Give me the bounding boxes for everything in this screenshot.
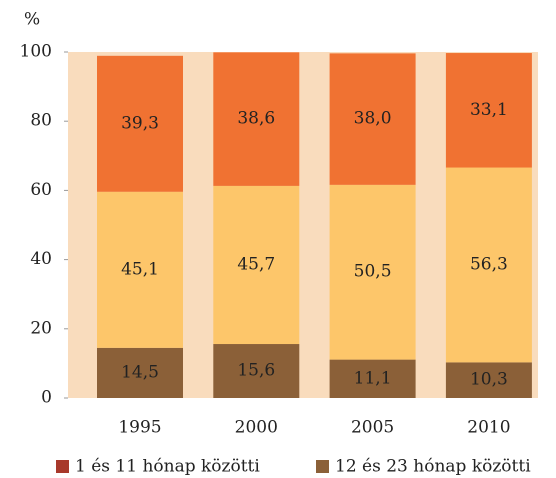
data-label: 45,7	[237, 254, 275, 274]
bar-segment	[329, 184, 416, 360]
bar-segment	[213, 344, 300, 398]
data-label: 15,6	[237, 361, 275, 381]
bar-segment	[329, 359, 416, 398]
bar-segment	[445, 362, 532, 398]
legend-label: 12 és 23 hónap közötti	[335, 457, 531, 477]
bar-segment	[213, 185, 300, 345]
x-tick-label: 2010	[467, 418, 510, 438]
legend-swatch	[56, 460, 69, 473]
bar-segment	[445, 167, 532, 363]
bar-segment	[213, 52, 300, 186]
y-tick-label: 20	[30, 318, 52, 338]
y-tick-label: 60	[30, 180, 52, 200]
data-label: 10,3	[470, 370, 508, 390]
data-label: 56,3	[470, 254, 508, 274]
bar-segment	[97, 55, 183, 192]
data-label: 11,1	[354, 368, 392, 388]
bar-segment	[329, 53, 416, 185]
data-label: 38,6	[237, 109, 275, 129]
data-label: 39,3	[121, 113, 159, 133]
data-label: 50,5	[354, 262, 392, 282]
data-label: 45,1	[121, 259, 159, 279]
data-label: 14,5	[121, 362, 159, 382]
legend-swatch	[316, 460, 329, 473]
data-label: 33,1	[470, 100, 508, 120]
y-tick-label: 40	[30, 249, 52, 269]
x-tick-label: 2000	[235, 418, 278, 438]
y-axis-label: %	[24, 10, 40, 30]
y-tick-label: 80	[30, 111, 52, 131]
y-tick-label: 100	[20, 42, 52, 62]
bar-segment	[97, 191, 183, 348]
bar-segment	[97, 347, 183, 398]
legend-label: 1 és 11 hónap közötti	[75, 457, 260, 477]
x-tick-label: 2005	[351, 418, 394, 438]
bar-segment	[445, 53, 532, 168]
x-tick-label: 1995	[118, 418, 161, 438]
data-label: 38,0	[354, 109, 392, 129]
y-tick-label: 0	[41, 388, 52, 408]
